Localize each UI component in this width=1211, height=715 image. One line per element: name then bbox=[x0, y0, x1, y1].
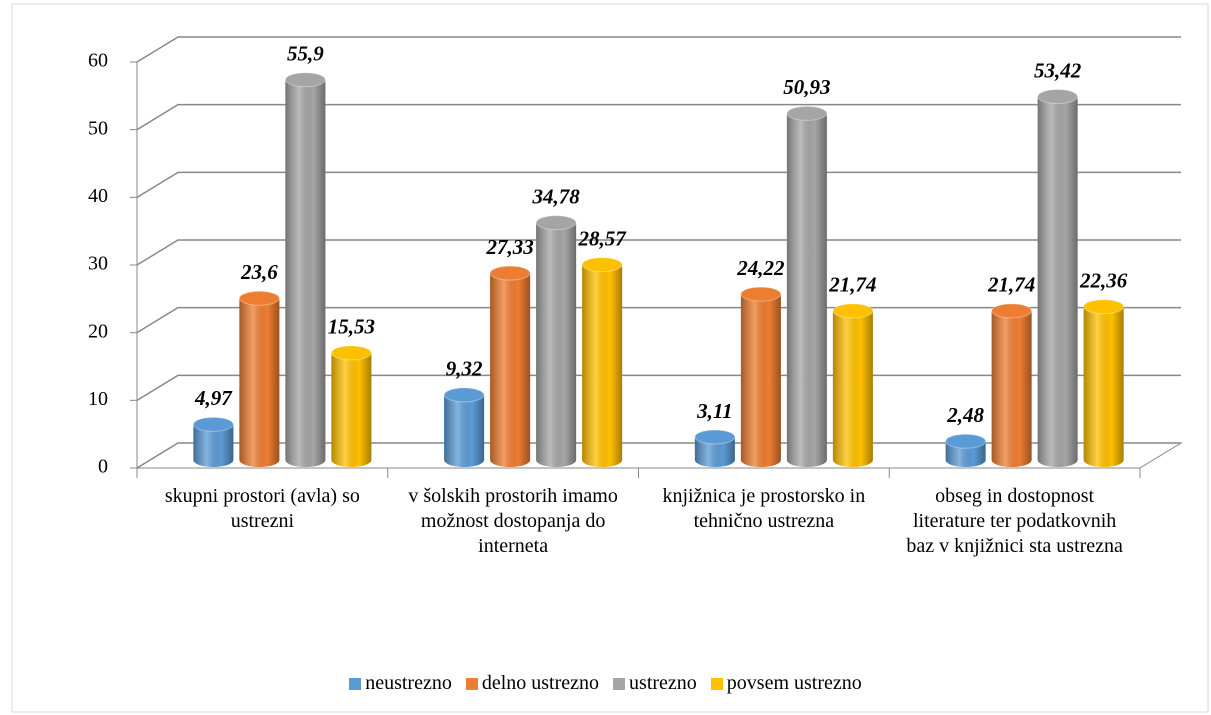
value-label: 22,36 bbox=[1079, 269, 1128, 293]
y-tick-label: 10 bbox=[88, 388, 108, 410]
value-label: 55,9 bbox=[287, 42, 324, 66]
grid-line bbox=[136, 36, 1181, 63]
value-label: 2,48 bbox=[946, 403, 984, 427]
bar-shade bbox=[832, 310, 873, 467]
bar-top bbox=[443, 387, 485, 403]
bar-top bbox=[945, 433, 987, 449]
bar-shade bbox=[786, 113, 827, 468]
value-label: 21,74 bbox=[987, 273, 1035, 297]
bar-shade bbox=[490, 273, 531, 467]
bar-top bbox=[238, 290, 280, 306]
bar-top bbox=[330, 345, 372, 361]
bar-shade bbox=[285, 79, 326, 467]
legend-item: neustrezno bbox=[349, 672, 452, 695]
legend-item: povsem ustrezno bbox=[710, 672, 862, 695]
value-label: 3,11 bbox=[696, 399, 733, 423]
frame bbox=[11, 3, 1209, 713]
bar-shade bbox=[582, 264, 623, 467]
legend-label: povsem ustrezno bbox=[726, 672, 862, 694]
value-label: 27,33 bbox=[486, 235, 534, 259]
bar-top bbox=[581, 257, 623, 273]
bar-top bbox=[489, 265, 531, 281]
value-label: 28,57 bbox=[578, 226, 628, 250]
value-label: 50,93 bbox=[783, 75, 830, 99]
bar-shade bbox=[740, 294, 781, 467]
bar-top bbox=[1083, 299, 1125, 315]
bar-shade bbox=[1083, 306, 1124, 467]
x-tick-label: skupni prostori (avla) so ustrezni bbox=[164, 485, 360, 532]
legend-swatch bbox=[613, 677, 626, 690]
bar-shade bbox=[239, 298, 280, 467]
legend-swatch bbox=[349, 677, 362, 690]
value-label: 53,42 bbox=[1034, 58, 1082, 82]
legend-swatch bbox=[465, 677, 478, 690]
y-tick-label: 60 bbox=[88, 50, 108, 72]
bar-top bbox=[991, 303, 1033, 319]
legend: neustrezno delno ustrezno ustrezno povsem u… bbox=[0, 672, 1211, 695]
bar-shade bbox=[331, 352, 372, 467]
grid-line bbox=[136, 171, 1181, 198]
value-label: 34,78 bbox=[532, 184, 581, 208]
grid-line bbox=[136, 103, 1181, 131]
bar-top bbox=[694, 429, 736, 445]
y-tick-label: 50 bbox=[88, 117, 108, 139]
grid-line bbox=[136, 239, 1181, 266]
legend-label: delno ustrezno bbox=[481, 672, 600, 694]
legend-item: ustrezno bbox=[613, 672, 697, 695]
bar-shade bbox=[991, 310, 1032, 467]
legend-swatch bbox=[710, 677, 723, 690]
legend-label: ustrezno bbox=[629, 672, 697, 694]
value-label: 21,74 bbox=[828, 273, 876, 297]
x-tick-label: knjižnica je prostorsko in tehnično ustr… bbox=[662, 485, 866, 532]
value-label: 23,6 bbox=[240, 260, 278, 284]
x-tick-label: obseg in dostopnost literature ter podat… bbox=[906, 485, 1123, 557]
bar-top bbox=[192, 416, 234, 432]
bar-top bbox=[284, 72, 326, 88]
value-label: 24,22 bbox=[736, 256, 785, 280]
bar-shade bbox=[536, 222, 577, 467]
y-tick-label: 20 bbox=[88, 320, 108, 342]
bar-top bbox=[740, 286, 782, 302]
legend-item: delno ustrezno bbox=[465, 672, 600, 695]
bar-top bbox=[786, 105, 828, 121]
bar-top bbox=[535, 215, 577, 231]
y-tick-label: 30 bbox=[88, 253, 108, 275]
bar-shade bbox=[1037, 96, 1078, 468]
value-label: 4,97 bbox=[194, 386, 233, 410]
legend-label: neustrezno bbox=[365, 672, 452, 694]
value-label: 15,53 bbox=[328, 315, 375, 339]
y-tick-label: 0 bbox=[98, 456, 108, 478]
bar-shade bbox=[945, 441, 986, 467]
bar-shade bbox=[694, 436, 735, 467]
bar-shade bbox=[193, 424, 234, 467]
value-label: 9,32 bbox=[446, 357, 483, 381]
bar-top bbox=[1037, 89, 1079, 105]
bar-shade bbox=[444, 394, 485, 467]
x-tick-label: v šolskih prostorih imamo možnost dostop… bbox=[408, 485, 618, 557]
y-tick-label: 40 bbox=[88, 185, 108, 207]
bar-top bbox=[832, 303, 874, 319]
